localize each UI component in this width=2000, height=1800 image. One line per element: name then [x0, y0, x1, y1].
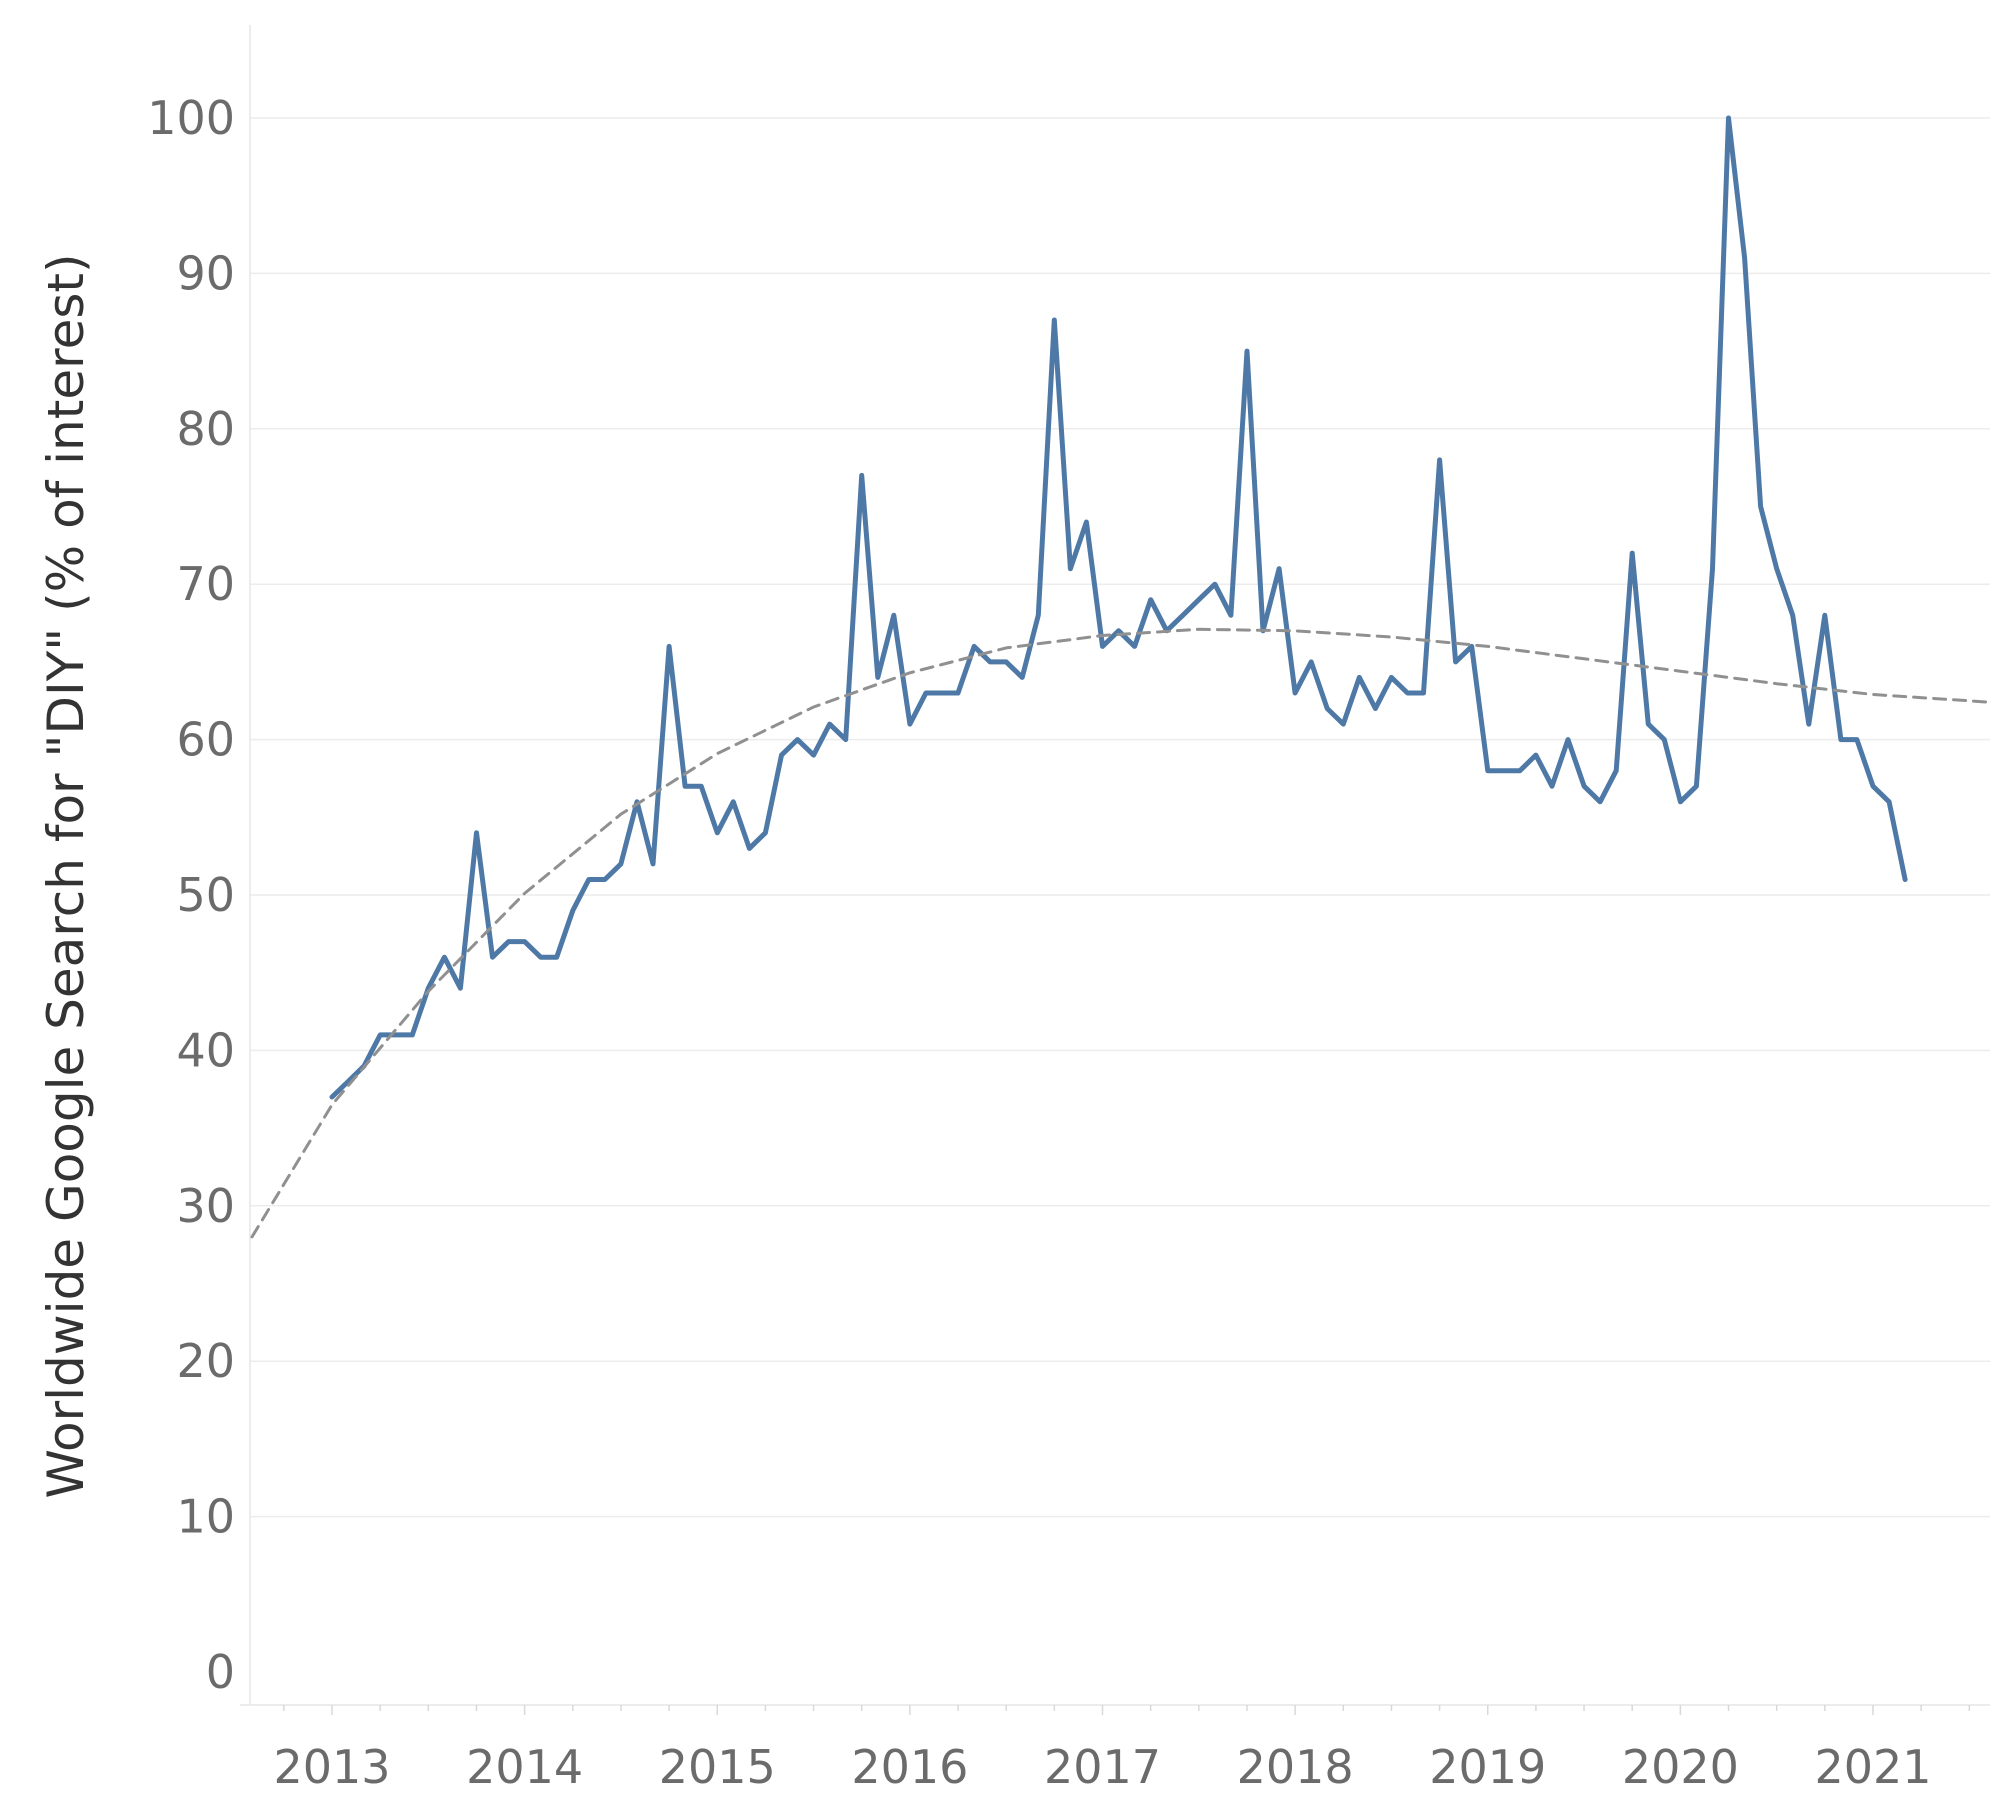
- y-tick-label: 70: [176, 557, 235, 611]
- y-tick-label: 40: [176, 1023, 235, 1077]
- data-series-line: [329, 115, 1908, 1100]
- series-layer: [250, 115, 1992, 1239]
- x-tick-label: 2020: [1622, 1740, 1739, 1794]
- y-tick-label: 0: [206, 1645, 235, 1699]
- x-tick-label: 2018: [1237, 1740, 1354, 1794]
- y-tick-label: 90: [176, 246, 235, 300]
- x-tick-label: 2021: [1814, 1740, 1931, 1794]
- x-tick-label: 2017: [1044, 1740, 1161, 1794]
- x-tick-label: 2014: [466, 1740, 583, 1794]
- y-axis-title: Worldwide Google Search for "DIY" (% of …: [37, 254, 95, 1499]
- y-tick-label: 30: [176, 1179, 235, 1233]
- x-tick-label: 2016: [851, 1740, 968, 1794]
- x-axis-ticks: 2013 2014 2015 2016 2017 2018 2019 2020 2021: [273, 1705, 1971, 1794]
- x-tick-label: 2015: [659, 1740, 776, 1794]
- gridlines: [250, 117, 1990, 1518]
- y-axis-ticks: 0 10 20 30 40 50 60 70 80 90 100: [147, 91, 235, 1699]
- y-tick-label: 10: [176, 1490, 235, 1544]
- x-tick-label: 2019: [1429, 1740, 1546, 1794]
- y-tick-label: 50: [176, 868, 235, 922]
- y-tick-label: 100: [147, 91, 235, 145]
- trend-line: [250, 627, 1992, 1239]
- y-tick-label: 60: [176, 713, 235, 767]
- y-tick-label: 20: [176, 1334, 235, 1388]
- y-tick-label: 80: [176, 402, 235, 456]
- x-tick-label: 2013: [273, 1740, 390, 1794]
